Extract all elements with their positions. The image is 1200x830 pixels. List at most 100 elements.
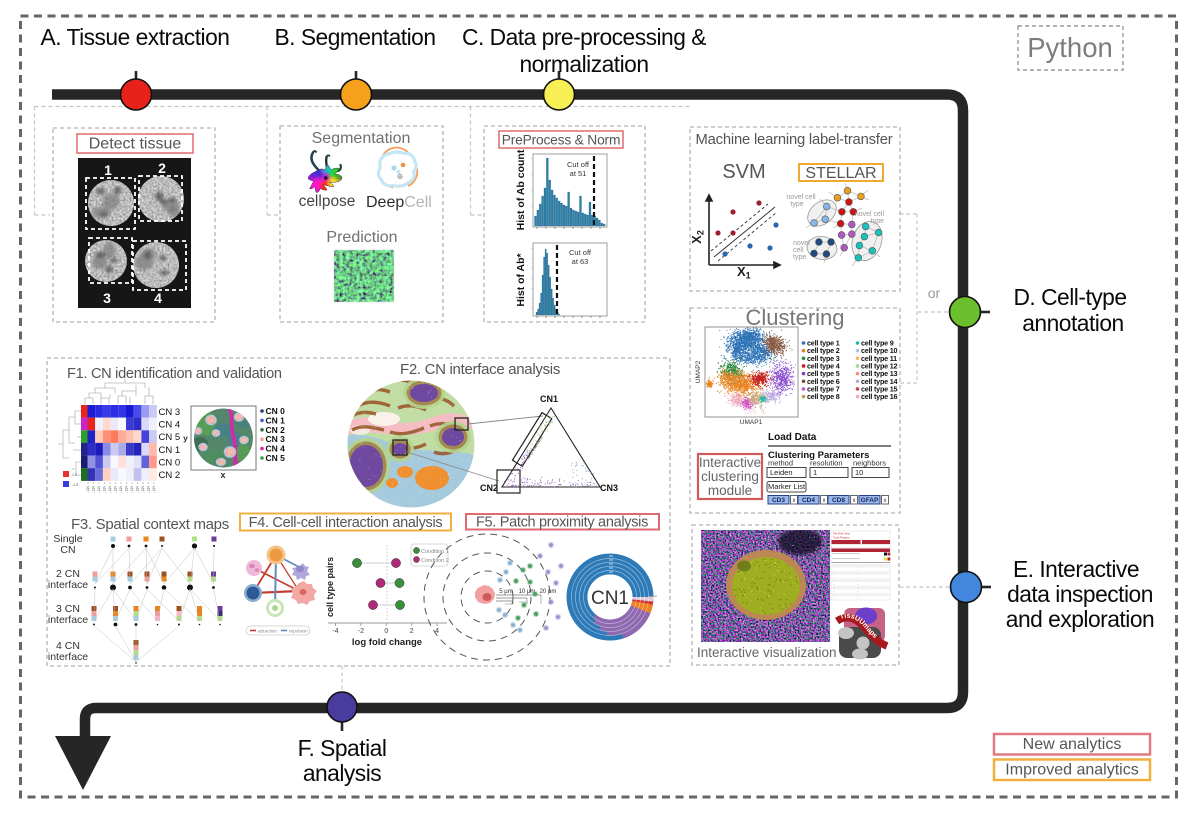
svg-text:-: - bbox=[880, 569, 881, 571]
svg-text:cell type 13: cell type 13 bbox=[861, 369, 898, 378]
svg-text:Condition 1: Condition 1 bbox=[421, 549, 449, 555]
svg-text:--: -- bbox=[833, 595, 835, 597]
svg-text:CN2: CN2 bbox=[480, 483, 498, 493]
svg-text:cell type 7: cell type 7 bbox=[807, 384, 840, 393]
svg-text:cell type 16: cell type 16 bbox=[861, 392, 898, 401]
svg-text:UMAP1: UMAP1 bbox=[740, 419, 763, 426]
svg-text:or: or bbox=[928, 285, 941, 301]
svg-text:Clustering Parameters: Clustering Parameters bbox=[768, 450, 869, 461]
svg-text:repulsion: repulsion bbox=[289, 629, 308, 634]
svg-text:New analytics: New analytics bbox=[1023, 736, 1122, 753]
svg-text:CN: CN bbox=[108, 485, 112, 490]
svg-text:·: · bbox=[530, 296, 532, 302]
svg-text:Interactive: Interactive bbox=[699, 455, 761, 470]
svg-text:CN 5: CN 5 bbox=[159, 432, 181, 443]
svg-text:CN: CN bbox=[147, 485, 151, 490]
svg-text:cell type 14: cell type 14 bbox=[861, 377, 898, 386]
svg-text:type: type bbox=[793, 254, 806, 261]
svg-text:1.5: 1.5 bbox=[72, 473, 77, 477]
svg-text:CN 0: CN 0 bbox=[159, 457, 181, 468]
svg-text:--: -- bbox=[857, 573, 859, 575]
svg-text:E. Interactive: E. Interactive bbox=[1013, 556, 1139, 582]
svg-text:1: 1 bbox=[104, 162, 112, 178]
svg-text:·: · bbox=[530, 286, 532, 292]
svg-text:type: type bbox=[790, 201, 803, 208]
svg-text:--: -- bbox=[833, 587, 835, 589]
svg-text:CN: CN bbox=[97, 485, 101, 490]
svg-text:CN: CN bbox=[141, 485, 145, 490]
svg-text:analysis: analysis bbox=[303, 760, 381, 786]
svg-text:A. Tissue extraction: A. Tissue extraction bbox=[41, 24, 230, 50]
svg-text:cell type 6: cell type 6 bbox=[807, 377, 840, 386]
svg-text:PreProcess & Norm: PreProcess & Norm bbox=[502, 133, 621, 148]
svg-text:File Edit View: File Edit View bbox=[833, 532, 851, 536]
svg-text:·: · bbox=[530, 172, 532, 178]
svg-text:Hist of Ab count: Hist of Ab count bbox=[515, 149, 527, 230]
svg-text:-: - bbox=[880, 577, 881, 579]
svg-text:--: -- bbox=[833, 569, 835, 571]
svg-text:--: -- bbox=[857, 587, 859, 589]
svg-text:CN: CN bbox=[103, 485, 107, 490]
svg-text:CN 2: CN 2 bbox=[266, 425, 286, 435]
svg-text:F5. Patch proximity analysis: F5. Patch proximity analysis bbox=[476, 515, 648, 531]
svg-text:CN: CN bbox=[152, 485, 156, 490]
svg-text:20 μm: 20 μm bbox=[540, 589, 557, 595]
svg-text:2: 2 bbox=[158, 160, 166, 176]
svg-text:-: - bbox=[880, 587, 881, 589]
svg-text:CN 4: CN 4 bbox=[266, 444, 286, 454]
svg-text:cell type 9: cell type 9 bbox=[861, 339, 894, 348]
svg-text:--: -- bbox=[833, 598, 835, 600]
svg-text:module: module bbox=[708, 483, 752, 498]
svg-text:Load Data: Load Data bbox=[768, 432, 817, 443]
svg-text:normalization: normalization bbox=[519, 51, 648, 77]
svg-text:CN 1: CN 1 bbox=[266, 415, 286, 425]
svg-text:resolution: resolution bbox=[810, 459, 843, 468]
svg-text:CN 2: CN 2 bbox=[159, 470, 181, 481]
svg-text:-: - bbox=[880, 566, 881, 568]
svg-text:--: -- bbox=[833, 577, 835, 579]
svg-text:type: type bbox=[871, 218, 884, 225]
svg-text:data inspection: data inspection bbox=[1007, 581, 1153, 607]
svg-text:-: - bbox=[880, 580, 881, 582]
svg-text:·: · bbox=[530, 246, 532, 252]
svg-text:--: -- bbox=[857, 580, 859, 582]
svg-text:CN1: CN1 bbox=[591, 588, 629, 609]
svg-text:annotation: annotation bbox=[1022, 310, 1123, 336]
svg-text:cell type 4: cell type 4 bbox=[807, 361, 840, 370]
svg-text:CN1: CN1 bbox=[540, 394, 558, 404]
svg-text:CN: CN bbox=[130, 485, 134, 490]
svg-text:Python: Python bbox=[1027, 32, 1113, 63]
svg-text:CN 3: CN 3 bbox=[266, 434, 286, 444]
svg-text:2: 2 bbox=[410, 628, 414, 635]
svg-text:--: -- bbox=[857, 569, 859, 571]
svg-text:Improved analytics: Improved analytics bbox=[1005, 762, 1138, 779]
svg-text:DeepCell: DeepCell bbox=[366, 194, 432, 211]
svg-text:CN: CN bbox=[60, 544, 75, 556]
svg-text:CN 1: CN 1 bbox=[159, 445, 181, 456]
svg-text:CN: CN bbox=[92, 485, 96, 490]
svg-text:CN 3: CN 3 bbox=[159, 407, 181, 418]
svg-text:cell type 5: cell type 5 bbox=[807, 369, 840, 378]
svg-text:--: -- bbox=[857, 595, 859, 597]
svg-text:-: - bbox=[880, 584, 881, 586]
svg-text:cell type 10: cell type 10 bbox=[861, 346, 898, 355]
svg-text:cell type 3: cell type 3 bbox=[807, 354, 840, 363]
svg-text:Machine learning label-transfe: Machine learning label-transfer bbox=[696, 132, 893, 148]
svg-text:--: -- bbox=[857, 584, 859, 586]
svg-text:and exploration: and exploration bbox=[1006, 606, 1154, 632]
svg-text:F. Spatial: F. Spatial bbox=[298, 735, 387, 761]
svg-text:-4: -4 bbox=[332, 628, 338, 635]
svg-text:2 CN: 2 CN bbox=[56, 568, 80, 580]
svg-text:cellpose: cellpose bbox=[299, 193, 356, 210]
svg-text:B. Segmentation: B. Segmentation bbox=[274, 24, 435, 50]
svg-text:x: x bbox=[220, 470, 225, 480]
svg-text:CD8: CD8 bbox=[832, 497, 845, 504]
svg-text:x: x bbox=[884, 498, 887, 504]
svg-text:CN 4: CN 4 bbox=[159, 420, 181, 431]
svg-text:Single: Single bbox=[53, 533, 82, 545]
svg-text:attraction: attraction bbox=[258, 629, 277, 634]
svg-text:novel cell: novel cell bbox=[786, 194, 816, 201]
svg-text:CD3: CD3 bbox=[772, 497, 785, 504]
svg-text:CD4: CD4 bbox=[802, 497, 815, 504]
svg-text:CN: CN bbox=[86, 485, 90, 490]
